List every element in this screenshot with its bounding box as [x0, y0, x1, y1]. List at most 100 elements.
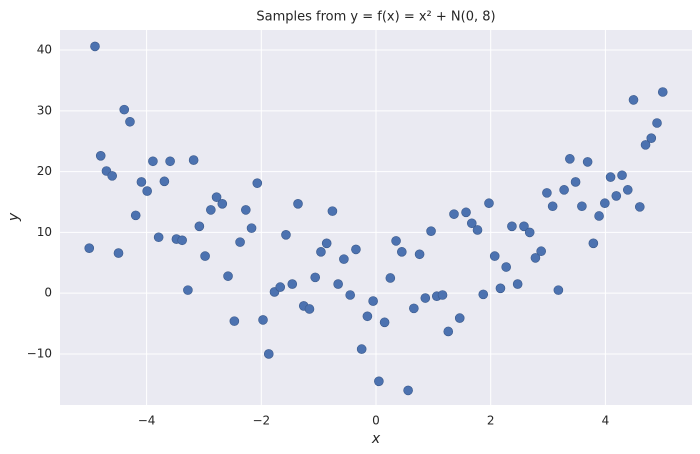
point — [426, 226, 436, 236]
point — [617, 170, 627, 181]
point — [466, 218, 477, 229]
point — [501, 262, 511, 272]
point — [635, 202, 645, 212]
y-tick-label: 10 — [37, 225, 52, 239]
point — [570, 177, 581, 187]
y-tick-label: 20 — [37, 164, 52, 178]
point — [374, 376, 384, 387]
point — [252, 178, 263, 188]
point — [84, 243, 95, 253]
point — [310, 272, 321, 283]
point — [391, 236, 401, 246]
point — [640, 140, 651, 150]
x-tick-label: −4 — [138, 414, 156, 428]
point — [437, 290, 448, 300]
point — [211, 192, 222, 202]
point — [403, 385, 413, 396]
point — [188, 155, 199, 165]
point — [565, 154, 575, 164]
point — [327, 206, 338, 216]
point — [582, 157, 593, 167]
point — [588, 238, 599, 249]
point — [414, 249, 425, 260]
chart-title: Samples from y = f(x) = x² + N(0, 8) — [256, 10, 495, 25]
point — [536, 246, 546, 257]
point — [605, 172, 616, 182]
point — [559, 185, 569, 195]
point — [229, 316, 240, 326]
point — [512, 279, 523, 289]
point — [351, 244, 361, 255]
point — [652, 118, 662, 128]
point — [553, 285, 564, 295]
point — [345, 290, 355, 300]
x-tick-label: 4 — [602, 414, 610, 428]
point — [519, 221, 529, 232]
point — [148, 156, 158, 167]
point — [241, 205, 251, 215]
point — [95, 151, 106, 161]
point — [495, 283, 506, 294]
point — [281, 230, 291, 240]
y-tick-label: 0 — [44, 286, 52, 300]
point — [321, 238, 332, 249]
y-tick-label: 30 — [37, 103, 52, 117]
point — [183, 285, 193, 295]
point — [478, 289, 489, 300]
point — [547, 201, 558, 212]
point — [217, 199, 228, 209]
point — [472, 225, 483, 235]
point — [246, 223, 257, 233]
point — [142, 186, 152, 196]
point — [258, 315, 268, 325]
point — [113, 248, 124, 258]
point — [628, 95, 639, 105]
point — [90, 41, 100, 52]
point — [177, 235, 187, 246]
point — [287, 279, 298, 289]
point — [165, 156, 175, 167]
point — [420, 293, 431, 303]
point — [304, 304, 315, 314]
point — [489, 251, 500, 261]
point — [611, 191, 622, 201]
point — [397, 247, 407, 257]
point — [379, 317, 390, 328]
point — [657, 87, 668, 97]
point — [594, 211, 604, 221]
point — [263, 349, 274, 359]
point — [507, 221, 517, 232]
y-axis-label: y — [6, 212, 22, 222]
point — [530, 253, 541, 263]
point — [577, 201, 587, 212]
point — [600, 198, 610, 209]
point — [223, 271, 233, 281]
point — [484, 198, 494, 209]
point — [524, 227, 535, 238]
point — [200, 251, 210, 261]
point — [443, 326, 454, 337]
y-tick-label: −10 — [27, 346, 52, 360]
y-tick-label: 40 — [37, 43, 52, 57]
point — [385, 273, 396, 283]
point — [622, 185, 633, 195]
point — [542, 188, 552, 198]
point — [293, 199, 303, 209]
x-axis-label: x — [371, 431, 381, 447]
point — [454, 313, 465, 323]
point — [206, 205, 216, 215]
point — [119, 104, 130, 115]
point — [275, 282, 286, 292]
point — [125, 116, 135, 127]
x-tick-label: 2 — [487, 414, 495, 428]
point — [356, 344, 367, 354]
point — [368, 296, 378, 306]
point — [235, 237, 245, 247]
x-tick-label: −2 — [252, 414, 270, 428]
point — [153, 232, 164, 243]
point — [136, 177, 147, 187]
point — [449, 209, 459, 219]
point — [316, 247, 326, 257]
x-tick-label: 0 — [372, 414, 380, 428]
